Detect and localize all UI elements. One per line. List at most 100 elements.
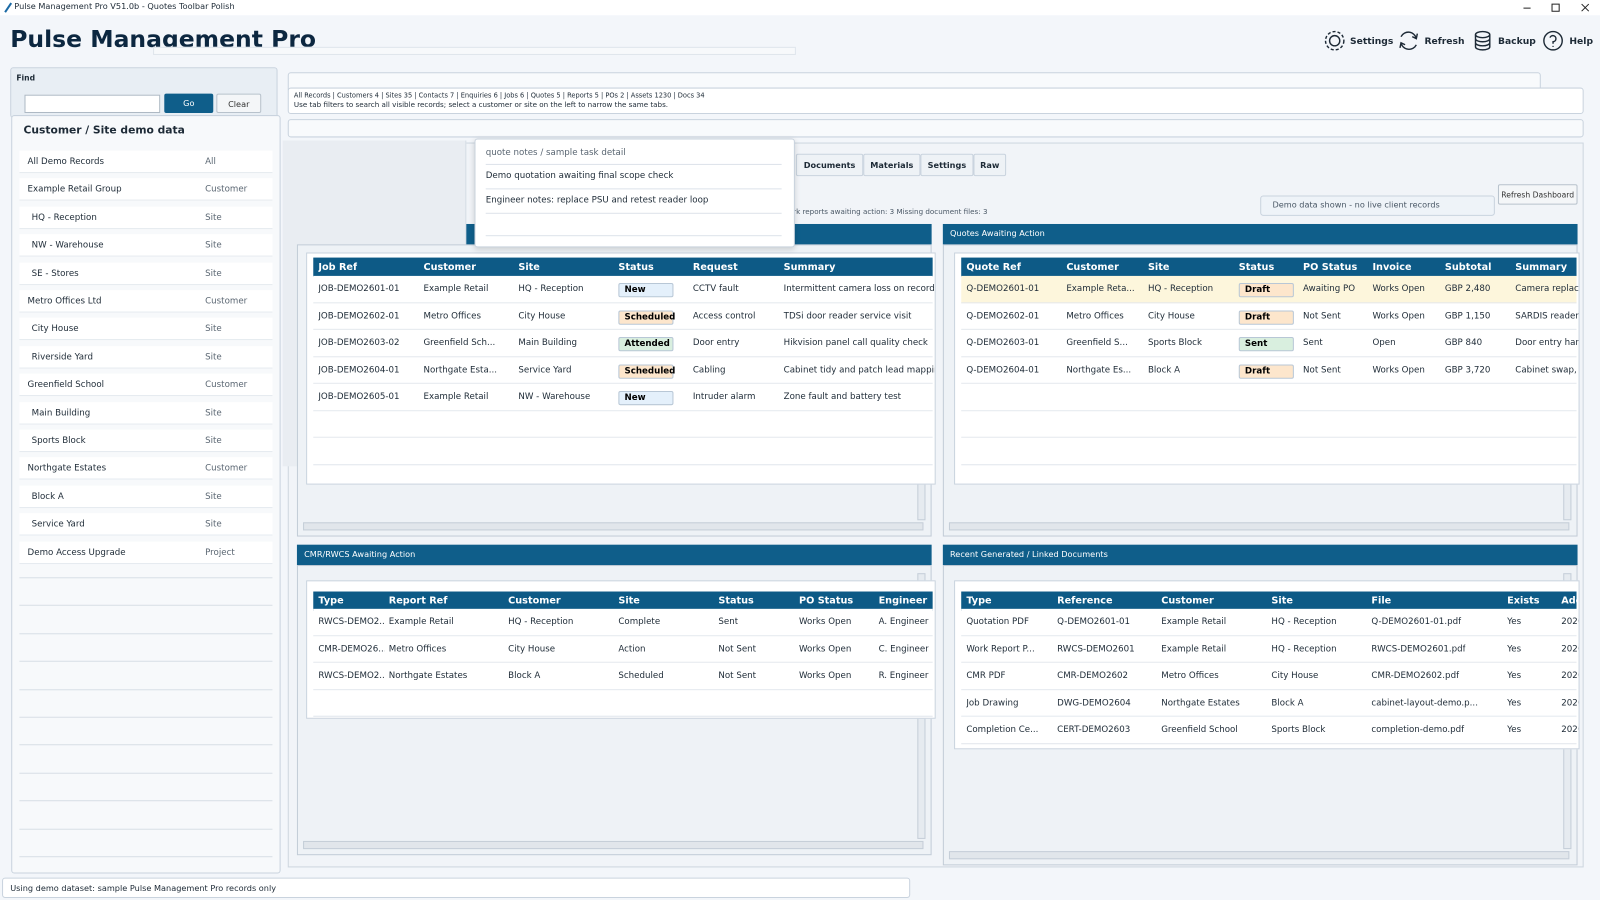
sidebar-name: City House xyxy=(31,324,79,335)
table-row[interactable]: JOB-DEMO2605-01 Example Retail NW - Wareho… xyxy=(313,383,933,411)
separator xyxy=(485,188,782,190)
table-cell: Northgate Esta... xyxy=(423,364,498,376)
popup-item[interactable]: quote notes / sample task detail xyxy=(485,147,626,158)
h-scrollbar[interactable] xyxy=(303,840,924,850)
toolbar-refresh[interactable]: Refresh xyxy=(1424,36,1465,47)
refresh-dashboard-button[interactable]: Refresh Dashboard xyxy=(1497,184,1578,205)
popup-item[interactable]: Demo quotation awaiting final scope chec… xyxy=(485,171,674,182)
sidebar-row[interactable]: NW - Warehouse Site xyxy=(19,234,273,257)
table-cell: SARDIS reader upgrade xyxy=(1515,311,1579,322)
table-row[interactable]: RWCS-DEMO2... Northgate Estates Block A Sch… xyxy=(313,662,933,690)
sidebar-name: Block A xyxy=(31,491,64,502)
status-bar: Using demo dataset: sample Pulse Managem… xyxy=(2,877,911,898)
window-controls[interactable] xyxy=(1520,2,1597,13)
table-cell: Works Open xyxy=(798,670,852,682)
go-button[interactable]: Go xyxy=(164,93,214,114)
table-row[interactable]: Job Drawing DWG-DEMO2604 Northgate Estates… xyxy=(961,689,1579,717)
table-row[interactable]: JOB-DEMO2604-01 Northgate Esta... Service … xyxy=(313,356,935,384)
sidebar-type: Site xyxy=(205,212,222,223)
table-cell: Intruder alarm xyxy=(692,391,756,403)
table-row xyxy=(961,383,1577,411)
table-cell: 2026-06- xyxy=(1561,670,1578,682)
table-cell: Example Retail xyxy=(1161,643,1227,655)
h-scrollbar[interactable] xyxy=(303,522,924,531)
toolbar-settings[interactable]: Settings xyxy=(1349,36,1394,47)
table-cell: CMR-DEMO2602.pdf xyxy=(1371,670,1460,682)
table-row[interactable]: JOB-DEMO2603-02 Greenfield Sch... Main Bui… xyxy=(313,329,933,357)
table-cell: CMR PDF xyxy=(966,670,1006,682)
tab[interactable]: Documents xyxy=(795,153,864,177)
sidebar-type: Project xyxy=(205,547,235,558)
column-header: Status xyxy=(718,595,754,607)
sidebar-row[interactable]: Riverside Yard Site xyxy=(19,345,273,369)
sidebar-row[interactable]: Greenfield School Customer xyxy=(19,373,273,397)
table-cell: Q-DEMO2603-01 xyxy=(966,338,1040,349)
sidebar-row[interactable]: Example Retail Group Customer xyxy=(19,178,273,201)
clear-button[interactable]: Clear xyxy=(216,93,262,114)
table-cell: City House xyxy=(1271,670,1319,682)
sidebar-row[interactable]: Metro Offices Ltd Customer xyxy=(19,290,273,313)
table-cell: Block A xyxy=(508,670,541,682)
table-cell: HQ - Reception xyxy=(1271,643,1337,655)
tab[interactable]: Raw xyxy=(973,153,1007,177)
table-cell: Awaiting PO xyxy=(1303,284,1356,295)
table-row[interactable]: RWCS-DEMO2... Example Retail HQ - Receptio… xyxy=(313,608,933,636)
table-cell: GBP 3,720 xyxy=(1444,364,1491,376)
notice-text: Demo data shown - no live client records xyxy=(1272,200,1440,210)
table-cell: Block A xyxy=(1147,364,1181,376)
table-row[interactable]: JOB-DEMO2602-01 Metro Offices City House Sc… xyxy=(313,302,933,330)
sidebar-row[interactable]: Main Building Site xyxy=(19,401,273,425)
popup-item[interactable]: Engineer notes: replace PSU and retest r… xyxy=(485,195,709,206)
table-cell: Not Sent xyxy=(1303,311,1341,322)
table-row[interactable]: Quotation PDF Q-DEMO2601-01 Example Retail… xyxy=(961,608,1579,636)
status-badge: Draft xyxy=(1238,363,1294,379)
separator xyxy=(485,235,782,237)
table-row[interactable]: Q-DEMO2602-01 Metro Offices City House Draf… xyxy=(961,302,1579,330)
h-scrollbar[interactable] xyxy=(948,851,1570,860)
data-table: Type Report Ref Customer Site Status PO Statu… xyxy=(306,580,936,719)
table-cell: Greenfield School xyxy=(1161,724,1238,736)
table-cell: Northgate Estates xyxy=(388,670,468,682)
column-header: Customer xyxy=(508,595,561,607)
column-header: Quote Ref xyxy=(966,261,1021,273)
sidebar-row[interactable]: SE - Stores Site xyxy=(19,262,273,285)
sidebar-row[interactable]: Northgate Estates Customer xyxy=(19,457,273,480)
tab[interactable]: Settings xyxy=(920,153,974,177)
table-cell: Door entry xyxy=(692,338,740,349)
sidebar-row[interactable]: Service Yard Site xyxy=(19,513,273,536)
table-row[interactable]: CMR-DEMO26... Metro Offices City House Acti… xyxy=(313,635,933,663)
toolbar-help[interactable]: Help xyxy=(1569,36,1594,47)
h-scrollbar[interactable] xyxy=(948,522,1570,531)
sidebar-row[interactable]: All Demo Records All xyxy=(19,150,273,174)
sidebar-name: Example Retail Group xyxy=(27,184,122,195)
table-row[interactable]: JOB-DEMO2601-01 Example Retail HQ - Recept… xyxy=(313,275,935,303)
table-row[interactable]: Q-DEMO2601-01 Example Reta... HQ - Recepti… xyxy=(961,275,1579,303)
table-row[interactable]: Work Report P... RWCS-DEMO2601 Example Ret… xyxy=(961,635,1579,663)
tab[interactable]: Materials xyxy=(863,153,921,177)
sidebar-row[interactable]: Block A Site xyxy=(19,485,273,508)
summary-hint: Use tab filters to search all visible re… xyxy=(293,100,669,109)
sidebar-row[interactable]: HQ - Reception Site xyxy=(19,206,273,229)
table-cell: CERT-DEMO2603 xyxy=(1057,724,1131,736)
sidebar-row[interactable]: Demo Access Upgrade Project xyxy=(19,541,273,564)
table-cell: Greenfield Sch... xyxy=(423,338,496,349)
sidebar-empty-row xyxy=(19,605,273,607)
panel-title: CMR/RWCS Awaiting Action xyxy=(296,544,932,566)
toolbar-backup[interactable]: Backup xyxy=(1497,36,1536,47)
table-cell: Metro Offices xyxy=(388,643,447,655)
table-cell: Quotation PDF xyxy=(966,616,1029,628)
sidebar-empty-row xyxy=(19,744,273,746)
panel-title: Quotes Awaiting Action xyxy=(942,223,1578,245)
sidebar-name: Riverside Yard xyxy=(31,352,93,363)
sidebar-row[interactable]: Sports Block Site xyxy=(19,429,273,453)
table-row[interactable]: CMR PDF CMR-DEMO2602 Metro Offices City Hou… xyxy=(961,662,1579,690)
table-row[interactable]: Q-DEMO2604-01 Northgate Es... Block A Draft… xyxy=(961,356,1579,384)
column-header: Site xyxy=(1271,595,1293,607)
sidebar-row[interactable]: City House Site xyxy=(19,318,273,341)
sidebar-type: Customer xyxy=(205,184,248,195)
sidebar-type: Site xyxy=(205,519,222,530)
table-row[interactable]: Completion Ce... CERT-DEMO2603 Greenfield … xyxy=(961,716,1579,744)
table-row[interactable]: Q-DEMO2603-01 Greenfield S... Sports Block… xyxy=(961,329,1579,357)
title-bar: Pulse Management Pro V51.0b - Quotes Too… xyxy=(0,0,1600,16)
find-input[interactable] xyxy=(24,94,161,114)
